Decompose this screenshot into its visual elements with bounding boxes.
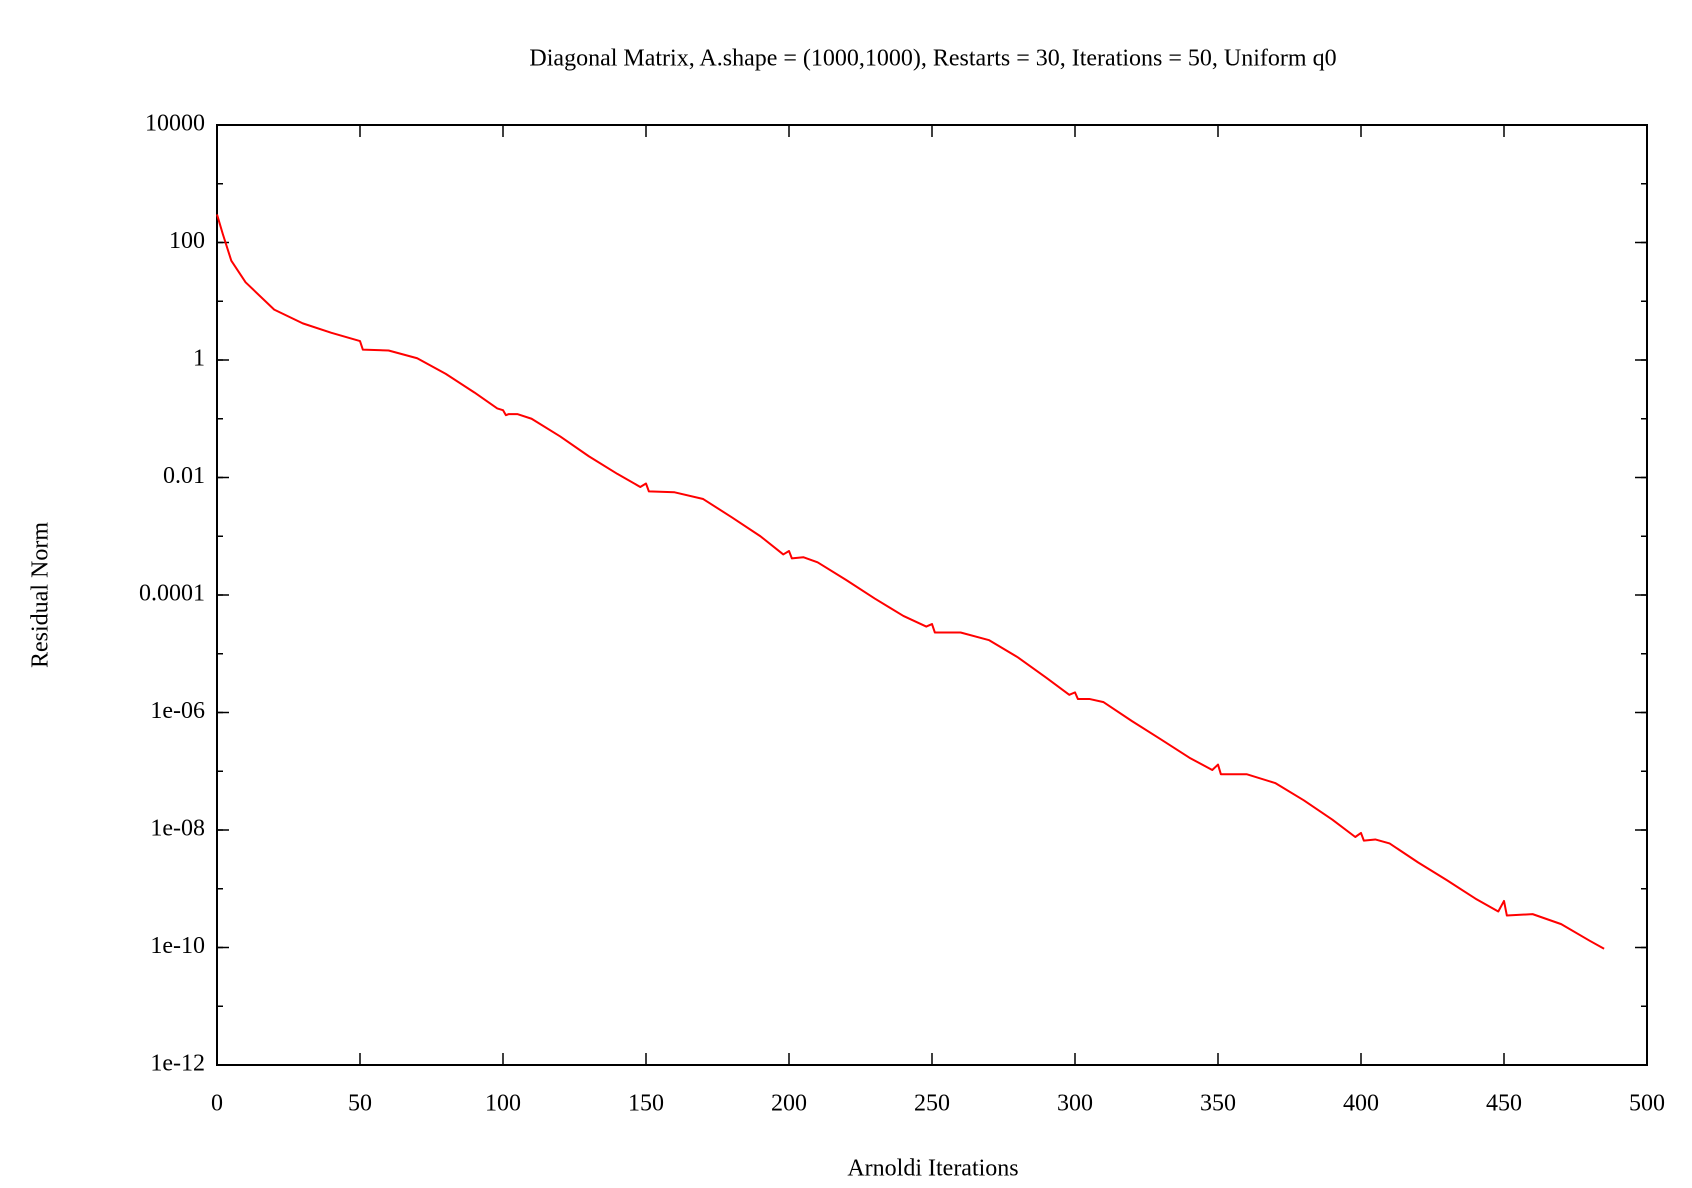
y-tick-label: 0.0001: [139, 581, 205, 607]
y-tick-label: 1e-12: [150, 1051, 205, 1077]
y-tick-label: 100: [169, 228, 205, 254]
x-tick-label: 100: [485, 1091, 521, 1117]
y-tick-label: 1e-08: [150, 816, 205, 842]
y-tick-label: 1e-06: [150, 698, 205, 724]
y-tick-label: 1e-10: [150, 933, 205, 959]
y-tick-label: 10000: [145, 111, 205, 137]
x-tick-label: 450: [1486, 1091, 1522, 1117]
data-line: [216, 214, 1605, 950]
chart-title: Diagonal Matrix, A.shape = (1000,1000), …: [529, 46, 1336, 72]
y-tick-label: 1: [193, 346, 205, 372]
x-axis-label: Arnoldi Iterations: [847, 1156, 1018, 1182]
x-tick-label: 400: [1343, 1091, 1379, 1117]
x-tick-label: 50: [348, 1091, 372, 1117]
y-axis-label: Residual Norm: [28, 522, 54, 668]
x-tick-label: 250: [914, 1091, 950, 1117]
x-tick-label: 500: [1629, 1091, 1665, 1117]
x-tick-label: 200: [771, 1091, 807, 1117]
plot-frame: [216, 124, 1648, 1066]
x-tick-label: 350: [1200, 1091, 1236, 1117]
x-tick-label: 300: [1057, 1091, 1093, 1117]
y-tick-label: 0.01: [163, 463, 205, 489]
x-tick-label: 150: [628, 1091, 664, 1117]
x-tick-label: 0: [211, 1091, 223, 1117]
